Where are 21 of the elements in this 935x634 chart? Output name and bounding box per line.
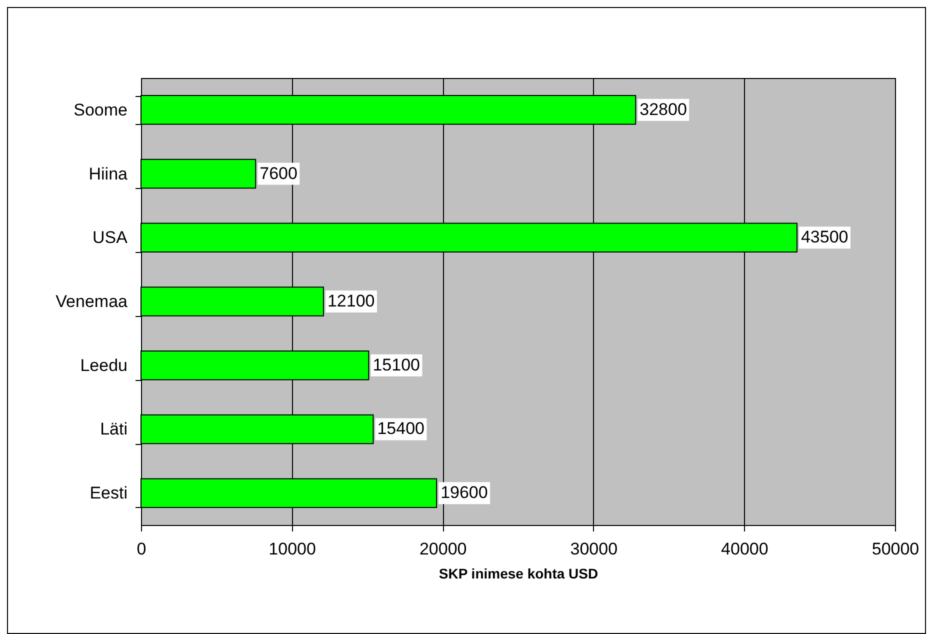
x-tick-label: 0	[136, 540, 146, 558]
data-label: 12100	[327, 292, 375, 310]
x-tick-label: 40000	[721, 540, 768, 558]
x-axis-title: SKP inimese kohta USD	[438, 566, 598, 582]
y-tick-label: Leedu	[80, 356, 128, 375]
y-tick-label: Eesti	[90, 484, 128, 503]
x-tick-label: 10000	[268, 540, 316, 558]
y-tick-label: Hiina	[88, 164, 128, 184]
data-label: 19600	[440, 483, 488, 502]
data-label: 15100	[372, 355, 420, 374]
y-tick-label: Läti	[100, 420, 128, 439]
data-label: 43500	[800, 228, 848, 247]
y-tick-label: Venemaa	[56, 292, 128, 311]
x-tick-label: 20000	[419, 540, 467, 558]
x-tick-label: 50000	[872, 540, 920, 558]
y-tick-label: Soome	[74, 100, 128, 120]
x-tick-label: 30000	[570, 540, 618, 558]
data-label: 7600	[260, 164, 298, 183]
data-label: 32800	[640, 100, 687, 119]
y-tick-label: USA	[92, 228, 128, 248]
data-label: 15400	[377, 419, 425, 438]
